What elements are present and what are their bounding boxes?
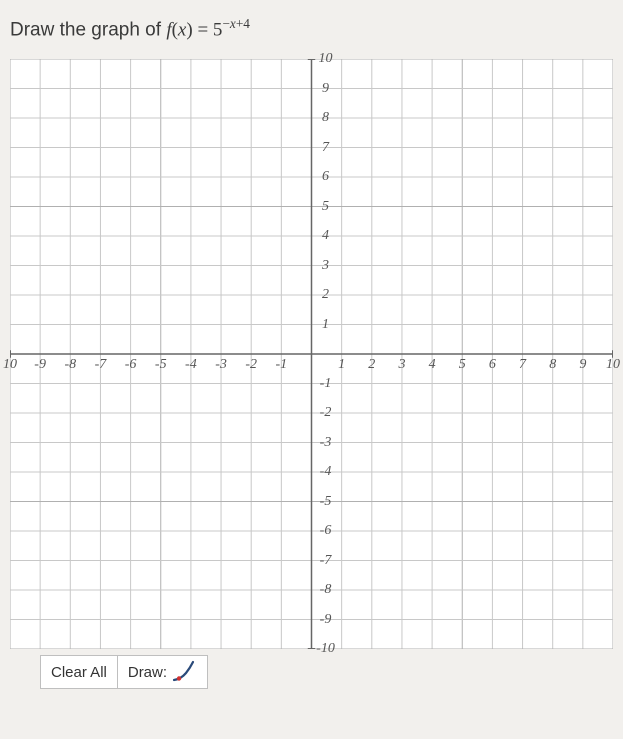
base-5: 5 [213, 19, 223, 40]
draw-label: Draw: [128, 664, 167, 681]
y-tick-label: 9 [322, 81, 329, 97]
x-tick-label: -2 [245, 357, 257, 373]
toolbar: Clear All Draw: [40, 655, 613, 689]
exponent: −x+4 [222, 16, 250, 31]
y-tick-label: 7 [322, 140, 329, 156]
x-tick-label: 9 [579, 357, 586, 373]
x-tick-label: -9 [34, 357, 46, 373]
y-tick-label: -9 [320, 612, 332, 628]
y-tick-label: -6 [320, 523, 332, 539]
y-tick-label: 8 [322, 110, 329, 126]
curve-tool-icon [171, 659, 197, 685]
y-tick-label: 5 [322, 199, 329, 215]
y-tick-label: -5 [320, 494, 332, 510]
y-tick-label: -2 [320, 405, 332, 421]
graph-canvas[interactable]: 10-9-8-7-6-5-4-3-2-112345678910109876543… [10, 59, 613, 649]
y-tick-label: -3 [320, 435, 332, 451]
x-tick-label: -4 [185, 357, 197, 373]
draw-button[interactable]: Draw: [118, 655, 208, 689]
y-tick-label: -1 [320, 376, 332, 392]
x-tick-label: -8 [64, 357, 76, 373]
x-tick-label: -6 [125, 357, 137, 373]
x-tick-label: 4 [429, 357, 436, 373]
x-tick-label: 10 [606, 357, 620, 373]
equals: = [193, 19, 213, 40]
x-tick-label: -7 [95, 357, 107, 373]
x-tick-label: -5 [155, 357, 167, 373]
y-tick-label: 10 [319, 51, 333, 67]
y-tick-label: 3 [322, 258, 329, 274]
x-tick-label: -1 [276, 357, 288, 373]
x-tick-label: 3 [398, 357, 405, 373]
y-tick-label: 2 [322, 287, 329, 303]
y-tick-label: -10 [316, 641, 335, 657]
x-tick-label: 1 [338, 357, 345, 373]
prompt-prefix: Draw the graph of [10, 19, 166, 40]
x-tick-label: -3 [215, 357, 227, 373]
y-tick-label: -4 [320, 464, 332, 480]
y-tick-label: 6 [322, 169, 329, 185]
x-tick-label: 6 [489, 357, 496, 373]
x-tick-label: 2 [368, 357, 375, 373]
y-tick-label: 1 [322, 317, 329, 333]
y-tick-label: -7 [320, 553, 332, 569]
grid-svg [10, 59, 613, 649]
x-tick-label: 5 [459, 357, 466, 373]
x-tick-label: 10 [3, 357, 17, 373]
y-tick-label: 4 [322, 228, 329, 244]
clear-all-button[interactable]: Clear All [40, 655, 118, 689]
y-tick-label: -8 [320, 582, 332, 598]
x-tick-label: 7 [519, 357, 526, 373]
x-tick-label: 8 [549, 357, 556, 373]
clear-all-label: Clear All [51, 664, 107, 681]
question-prompt: Draw the graph of f(x) = 5−x+4 [10, 16, 613, 41]
